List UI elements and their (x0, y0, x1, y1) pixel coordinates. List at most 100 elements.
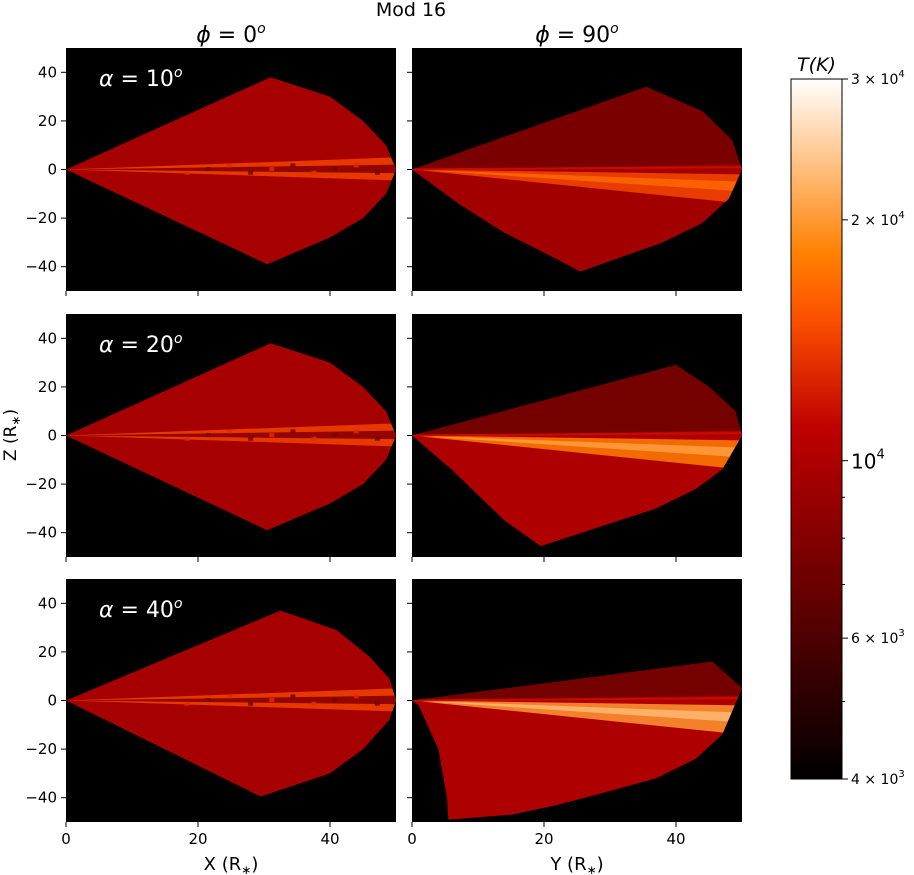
ytick-label: −40 (25, 789, 57, 807)
x-axis-label-close: ) (251, 854, 258, 875)
streak-block (374, 170, 380, 175)
alpha-value: = 10 (114, 67, 174, 92)
phi-symbol: ϕ (196, 23, 211, 48)
phi-value: = 90 (550, 23, 610, 48)
equator-line (412, 697, 742, 702)
xtick-label: 20 (534, 830, 553, 848)
streak-block (374, 701, 380, 706)
streak-block (248, 436, 254, 441)
streak-block (311, 701, 317, 706)
colorbar-tick-mantissa: 6 × 10 (851, 631, 898, 647)
equator-line (412, 432, 742, 437)
colorbar-tick-mantissa: 3 × 10 (851, 72, 898, 88)
ytick-label: −20 (25, 740, 57, 758)
panel-r2-c1: 40 20 0 −20 −40 α = 20o (25, 314, 396, 562)
panel-r1-c1: 40 20 0 −20 −40 α = 10o (25, 48, 396, 296)
alpha-value: = 40 (114, 598, 174, 623)
streak-block (353, 429, 359, 434)
y-axis-label-close: ) (1, 409, 21, 416)
xtick-label: 0 (407, 830, 417, 848)
ytick-label: 0 (47, 427, 57, 445)
panel-r3-c1: 40 20 0 −20 −40 0 20 40 α = 40o (25, 579, 396, 848)
wind-region (412, 661, 742, 820)
y-axis-label: Z (R∗) (1, 409, 23, 461)
alpha-value: = 20 (114, 333, 174, 358)
ytick-label: 20 (38, 112, 57, 130)
axis-labels: Z (R∗)X (R∗) Y (R∗) (1, 409, 604, 875)
bright-streak (412, 700, 742, 735)
phi-value: = 0 (211, 23, 257, 48)
panel-r3-c2: 0 20 40 (407, 579, 742, 848)
streak-block (269, 433, 275, 438)
colorbar-tick-label: 6 × 103 (851, 628, 905, 647)
alpha-label: α = 20o (99, 331, 183, 358)
colorbar-bar (790, 78, 843, 780)
bright-streak (412, 169, 742, 204)
colorbar-tick-mantissa: 10 (851, 450, 876, 474)
y-axis-label-text: Z (R (1, 425, 21, 461)
degree-superscript: o (257, 21, 266, 37)
ytick-label: 20 (38, 378, 57, 396)
x-axis-label-text: Y (R (549, 854, 586, 875)
wind-structure (66, 423, 396, 447)
alpha-label: α = 40o (99, 596, 183, 623)
ytick-label: −40 (25, 258, 57, 276)
streak-block (184, 436, 190, 441)
streak-block (290, 429, 296, 434)
x-axis-label-text: X (R (204, 854, 242, 875)
equator-line (412, 166, 742, 171)
bright-streak-core (412, 435, 742, 458)
streak-block (311, 170, 317, 175)
streak-block (332, 167, 338, 172)
colorbar-tick-exponent: 3 (898, 628, 904, 639)
ytick-label: 40 (38, 594, 57, 612)
xtick-label: 40 (666, 830, 685, 848)
streak-block (227, 429, 233, 434)
ytick-label: 20 (38, 643, 57, 661)
colorbar-tick-exponent: 3 (898, 769, 904, 780)
streak-block (332, 433, 338, 438)
x-axis-label: Y (R∗) (549, 854, 603, 875)
alpha-label: α = 10o (99, 65, 183, 92)
streak-block (227, 163, 233, 168)
temperature-field (66, 77, 396, 265)
xtick-label: 20 (188, 830, 207, 848)
phi-header: ϕ = 0o (196, 21, 266, 48)
colorbar-tick-mantissa: 4 × 10 (851, 772, 898, 788)
temperature-field (66, 343, 396, 531)
ytick-label: 40 (38, 63, 57, 81)
streak-block (248, 701, 254, 706)
x-axis-label-sub: ∗ (241, 863, 251, 875)
streak-block (205, 698, 211, 703)
degree-superscript: o (174, 65, 183, 81)
wind-structure (66, 688, 396, 712)
xtick-label: 0 (61, 830, 71, 848)
panel-r2-c2 (407, 314, 742, 562)
streak-block (290, 163, 296, 168)
ytick-label: 40 (38, 329, 57, 347)
bright-streak (412, 435, 742, 470)
streak-block (353, 694, 359, 699)
streak-block (374, 436, 380, 441)
streak-block (269, 698, 275, 703)
figure-title: Mod 16 (376, 0, 446, 21)
degree-superscript: o (610, 21, 619, 37)
xtick-label: 40 (320, 830, 339, 848)
phi-symbol: ϕ (535, 23, 550, 48)
streak-block (227, 694, 233, 699)
colorbar-tick-label: 2 × 104 (851, 210, 905, 229)
ytick-label: 0 (47, 161, 57, 179)
colorbar-label: T(K) (797, 54, 836, 76)
streak-block (248, 170, 254, 175)
streak-block (353, 163, 359, 168)
panel-r1-c2 (407, 48, 742, 296)
phi-header: ϕ = 90o (535, 21, 619, 48)
bright-streak-core (412, 700, 742, 723)
colorbar-tick-label: 104 (851, 448, 885, 474)
colorbar-tick-mantissa: 2 × 10 (851, 213, 898, 229)
x-axis-label-sub: ∗ (587, 863, 597, 875)
streak-block (332, 698, 338, 703)
